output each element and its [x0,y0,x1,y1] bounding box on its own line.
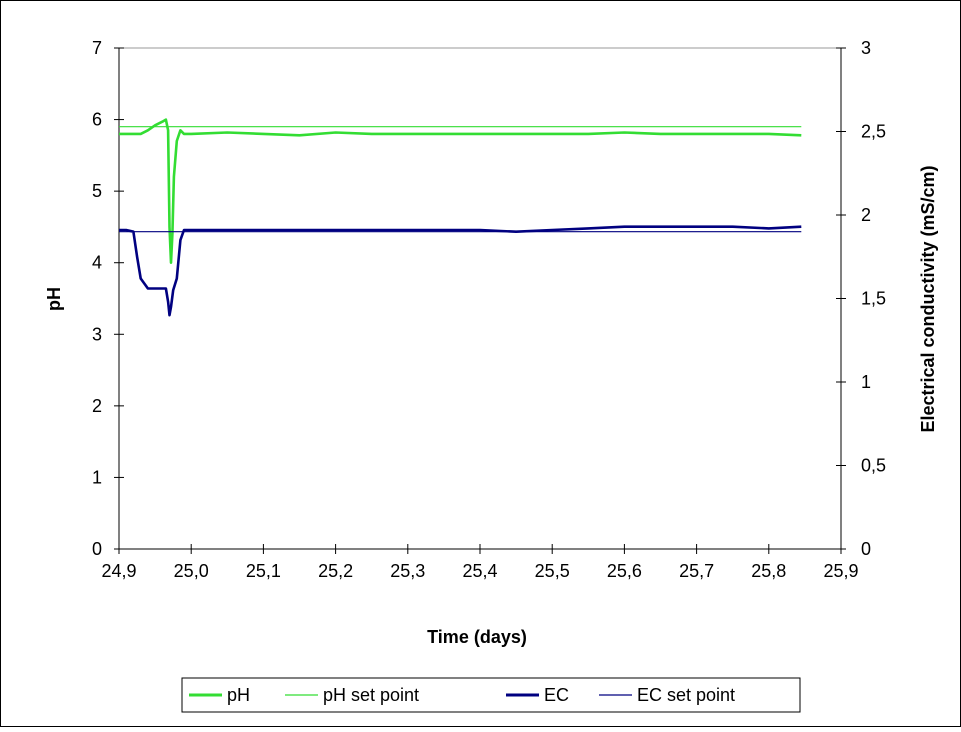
x-tick-label: 25,3 [390,561,425,581]
y-tick-label: 7 [92,38,102,58]
y2-tick-label: 1 [861,372,871,392]
legend-label-ph-set-point: pH set point [323,685,419,705]
y2-tick-label: 0 [861,539,871,559]
x-tick-label: 25,7 [679,561,714,581]
y-tick-label: 0 [92,539,102,559]
x-tick-label: 25,1 [246,561,281,581]
x-tick-label: 25,2 [318,561,353,581]
y2-tick-label: 2 [861,205,871,225]
plot-area [118,47,842,550]
x-tick-label: 25,4 [462,561,497,581]
x-tick-label: 25,8 [751,561,786,581]
x-tick-label: 25,9 [823,561,858,581]
series-line-ph [119,118,802,265]
y-tick-label: 3 [92,324,102,344]
legend: pH pH set point EC EC set point [181,677,801,713]
y-tick-label: 5 [92,181,102,201]
legend-label-ec-set-point: EC set point [637,685,735,705]
y-tick-label: 2 [92,396,102,416]
x-tick-label: 25,6 [607,561,642,581]
y-tick-label: 4 [92,253,102,273]
y2-tick-label: 1,5 [861,289,886,309]
x-tick-label: 25,5 [535,561,570,581]
x-tick-label: 24,9 [101,561,136,581]
series-line-ec [119,225,802,317]
y2-tick-label: 3 [861,38,871,58]
x-tick-label: 25,0 [174,561,209,581]
y2-axis-label: Electrical conductivity (mS/cm) [918,165,938,432]
y-tick-label: 6 [92,110,102,130]
legend-label-ec: EC [544,685,569,705]
y2-tick-label: 0,5 [861,456,886,476]
axes: 24,9 25,0 25,1 25,2 25,3 25,4 25,5 25,6 25,7 25,8… [92,38,886,581]
y2-tick-label: 2,5 [861,122,886,142]
series-lines [119,118,802,317]
y-tick-label: 1 [92,467,102,487]
x-axis-label: Time (days) [427,627,527,647]
legend-label-ph: pH [227,685,250,705]
y-axis-label: pH [44,287,64,311]
